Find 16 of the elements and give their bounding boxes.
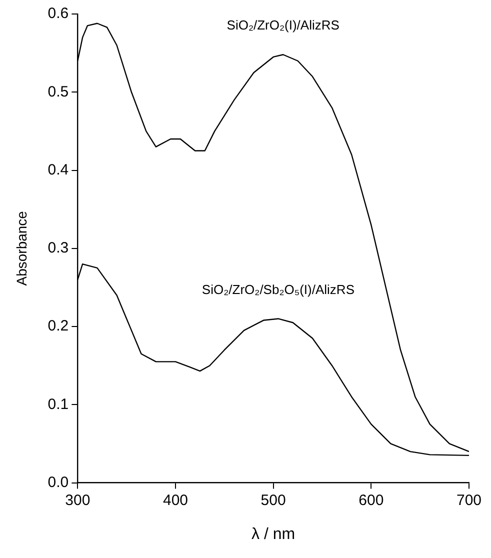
y-tick-label: 0.0 <box>48 474 69 491</box>
text: SiO₂/ZrO₂/Sb₂O₅(I)/AlizRS <box>202 282 355 297</box>
x-tick-label: 300 <box>65 492 90 509</box>
y-tick-label: 0.3 <box>48 240 69 257</box>
x-tick-label: 700 <box>456 492 482 509</box>
y-tick-label: 0.6 <box>48 5 69 22</box>
y-tick-label: 0.5 <box>48 83 69 100</box>
y-axis-title: Absorbance <box>13 210 30 286</box>
x-tick-label: 600 <box>358 492 384 509</box>
x-tick-label: 400 <box>162 492 188 509</box>
x-tick-label: 500 <box>260 492 286 509</box>
y-tick-label: 0.4 <box>48 161 69 178</box>
x-axis-title: λ / nm <box>252 526 296 543</box>
text: SiO₂/ZrO₂(I)/AlizRS <box>226 18 340 33</box>
y-tick-label: 0.2 <box>48 318 69 335</box>
y-tick-label: 0.1 <box>48 396 69 413</box>
